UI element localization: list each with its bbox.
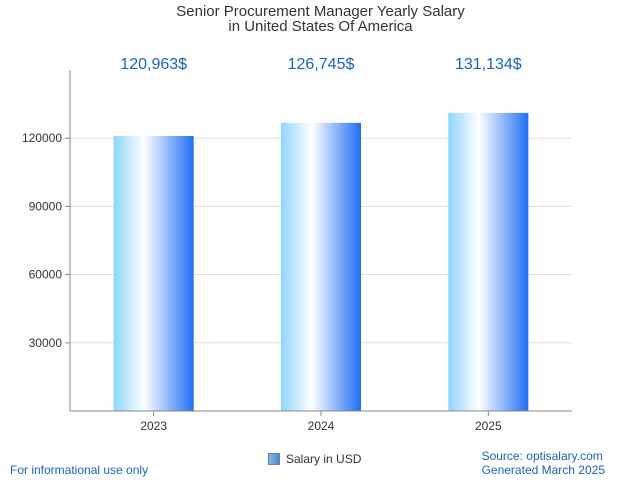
value-label-2025: 131,134$ [455,56,522,73]
y-tick-label: 120000 [22,131,62,145]
generated-date: Generated March 2025 [481,463,605,477]
y-tick-label: 60000 [29,268,63,282]
bar-2025[interactable] [448,112,529,412]
y-tick-label: 90000 [29,199,63,213]
disclaimer-text: For informational use only [10,463,149,477]
value-label-2024: 126,745$ [288,56,355,73]
legend-swatch [268,453,280,465]
source-block: Source: optisalary.com Generated March 2… [482,449,605,477]
x-tick-label-2025: 2025 [475,419,502,433]
data-labels: 120,963$ 126,745$ 131,134$ [120,56,522,73]
y-tick-label: 30000 [29,336,63,350]
legend-label: Salary in USD [286,452,362,466]
x-tick-label-2024: 2024 [308,419,335,433]
bars [113,112,529,412]
axes: 30000 60000 90000 120000 2023 2024 2025 [22,70,572,433]
x-tick-label-2023: 2023 [140,419,167,433]
chart-title-line2: in United States Of America [228,18,413,35]
source-link[interactable]: Source: optisalary.com [481,449,603,463]
bar-2024[interactable] [281,122,361,411]
bar-2023[interactable] [113,136,194,411]
chart-title: Senior Procurement Manager Yearly Salary… [0,4,641,34]
chart-title-line1: Senior Procurement Manager Yearly Salary [176,3,465,20]
value-label-2023: 120,963$ [120,56,187,73]
legend[interactable]: Salary in USD [268,452,361,466]
